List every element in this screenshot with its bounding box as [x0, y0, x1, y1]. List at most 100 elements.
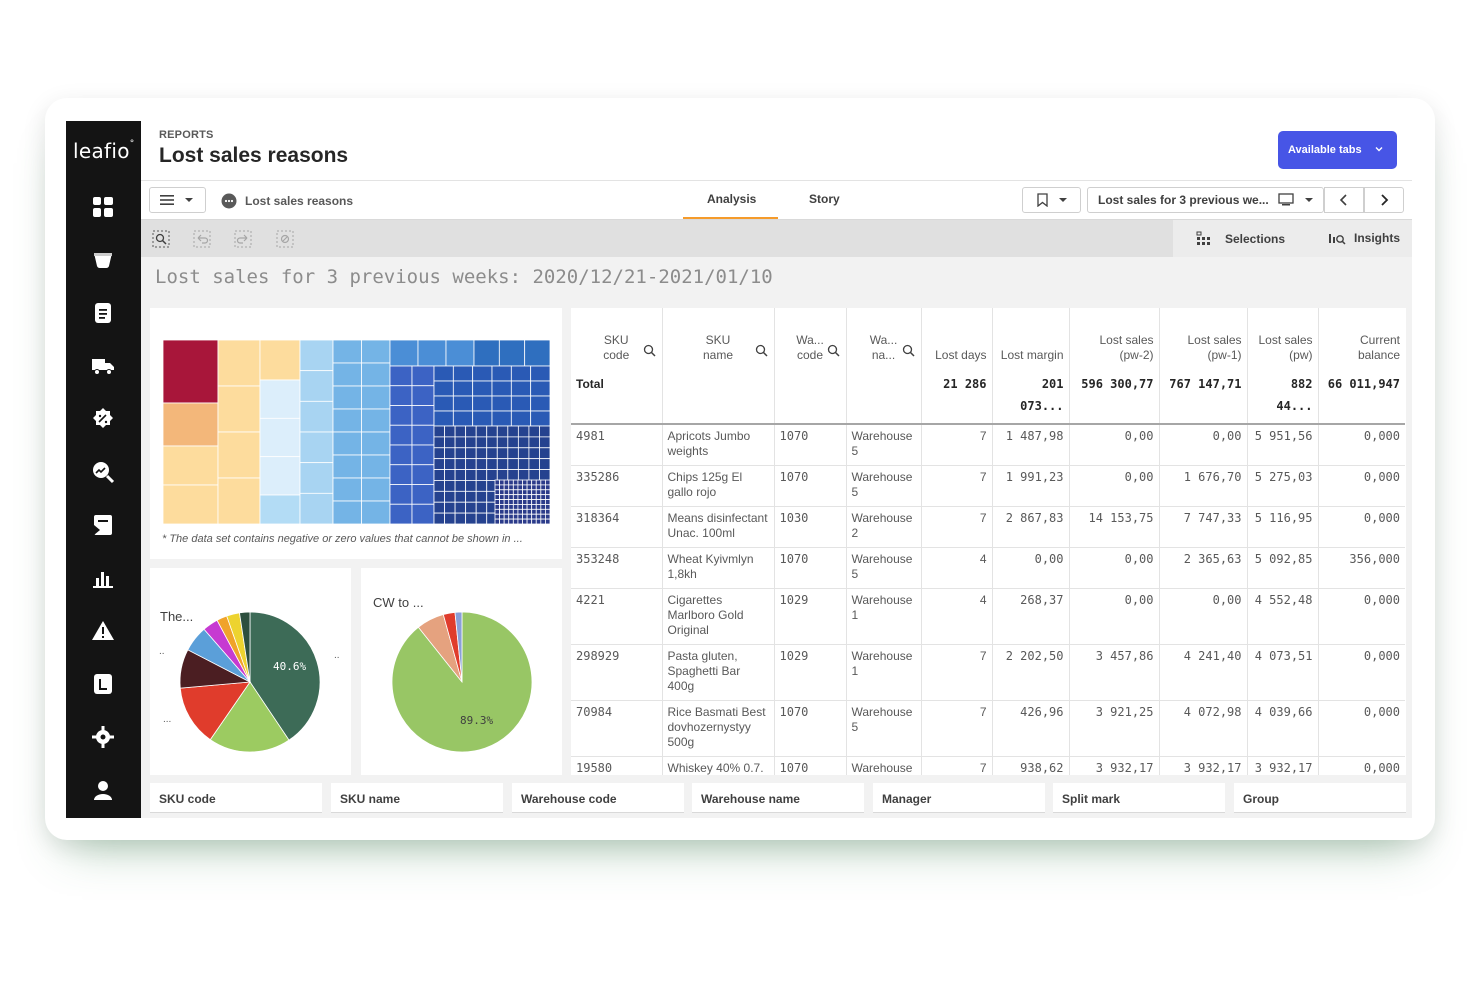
treemap-tile[interactable] — [545, 484, 550, 491]
treemap-tile[interactable] — [411, 424, 435, 446]
treemap-tile[interactable] — [475, 490, 488, 503]
treemap-tile[interactable] — [545, 513, 550, 520]
table-cell[interactable]: 298929 — [571, 644, 663, 701]
treemap-tile[interactable] — [486, 458, 498, 470]
pie-slice[interactable] — [209, 681, 290, 753]
table-row[interactable]: 298929 Pasta gluten, Spaghetti Bar 400g 10… — [571, 644, 1405, 701]
treemap-tile[interactable] — [259, 417, 301, 458]
treemap-tile[interactable] — [417, 340, 447, 367]
tab-analysis[interactable]: Analysis — [707, 192, 757, 206]
treemap-tile[interactable] — [472, 380, 493, 397]
table-cell[interactable]: 1 487,98 — [992, 424, 1070, 466]
column-header[interactable]: Lost margin — [992, 308, 1070, 369]
table-row[interactable]: 4981 Apricots Jumbo weights 1070 Warehouse … — [571, 424, 1405, 466]
treemap-tile[interactable] — [259, 340, 301, 381]
bookmark-selector[interactable]: Lost sales for 3 previous we... — [1087, 187, 1324, 213]
treemap-tile[interactable] — [361, 340, 391, 364]
treemap-tile[interactable] — [496, 469, 509, 481]
treemap-tile[interactable] — [512, 499, 519, 505]
step-forward-icon[interactable] — [234, 230, 252, 248]
treemap-tile[interactable] — [491, 380, 512, 397]
treemap-tile[interactable] — [535, 499, 542, 505]
table-cell[interactable]: 1070 — [774, 756, 847, 775]
treemap-tile[interactable] — [494, 489, 500, 496]
treemap-tile[interactable] — [444, 501, 456, 514]
dashboard-icon[interactable] — [90, 194, 116, 220]
reports-icon[interactable] — [90, 512, 116, 538]
treemap-tile[interactable] — [411, 484, 435, 505]
treemap-tile[interactable] — [259, 379, 301, 419]
treemap-tile[interactable] — [475, 512, 488, 524]
calendar-document-icon[interactable] — [90, 671, 116, 697]
table-cell[interactable]: Cigarettes Marlboro Gold Original — [662, 588, 775, 645]
treemap-tile[interactable] — [539, 458, 550, 470]
treemap-tile[interactable] — [454, 512, 467, 524]
treemap-tile[interactable] — [512, 508, 519, 515]
treemap-tile[interactable] — [299, 492, 334, 524]
table-cell[interactable]: Apricots Jumbo weights — [662, 424, 775, 466]
table-cell[interactable]: 7 — [921, 700, 993, 757]
table-cell[interactable]: 0,00 — [1069, 547, 1160, 589]
filter-field[interactable]: SKU code — [150, 783, 322, 813]
treemap-tile[interactable] — [332, 408, 362, 433]
treemap-tile[interactable] — [163, 340, 219, 404]
treemap-tile[interactable] — [535, 479, 542, 486]
user-profile-icon[interactable] — [90, 777, 116, 803]
table-cell[interactable]: 4 — [921, 547, 993, 589]
treemap-tile[interactable] — [389, 340, 419, 367]
menu-button[interactable] — [149, 187, 206, 213]
treemap-tile[interactable] — [508, 518, 514, 524]
warning-icon[interactable] — [90, 618, 116, 644]
treemap-tile[interactable] — [332, 454, 362, 479]
pie-slice[interactable] — [249, 611, 321, 741]
treemap-tile[interactable] — [526, 479, 533, 486]
document-list-icon[interactable] — [90, 300, 116, 326]
table-cell[interactable]: 5 116,95 — [1247, 506, 1319, 548]
treemap-tile[interactable] — [507, 425, 519, 438]
treemap-tile[interactable] — [522, 484, 528, 491]
treemap-tile[interactable] — [332, 362, 362, 387]
pie-slice[interactable] — [454, 611, 463, 683]
treemap-tile[interactable] — [503, 518, 510, 524]
treemap-tile[interactable] — [545, 518, 550, 524]
treemap-tile[interactable] — [163, 445, 219, 486]
treemap-tile[interactable] — [526, 513, 533, 520]
treemap-tile[interactable] — [494, 508, 500, 515]
treemap-tile[interactable] — [503, 513, 510, 520]
treemap-tile[interactable] — [259, 494, 301, 524]
smart-search-icon[interactable] — [152, 230, 170, 248]
table-cell[interactable]: 7 — [921, 756, 993, 775]
treemap-tile[interactable] — [522, 494, 528, 500]
table-cell[interactable]: 335286 — [571, 465, 663, 507]
treemap-tile[interactable] — [512, 479, 519, 486]
treemap-tile[interactable] — [517, 489, 523, 496]
treemap-tile[interactable] — [545, 504, 550, 510]
table-cell[interactable]: 353248 — [571, 547, 663, 589]
treemap-tile[interactable] — [465, 512, 477, 524]
treemap-tile[interactable] — [433, 436, 445, 449]
treemap-tile[interactable] — [540, 518, 546, 524]
treemap-tile[interactable] — [540, 489, 546, 496]
sheet-selector[interactable]: Lost sales reasons — [221, 193, 353, 209]
treemap-tile[interactable] — [539, 447, 550, 460]
treemap-tile[interactable] — [531, 518, 537, 524]
discount-icon[interactable] — [90, 406, 116, 432]
table-cell[interactable]: 0,00 — [1159, 424, 1248, 466]
treemap-tile[interactable] — [522, 479, 528, 486]
table-cell[interactable]: 1030 — [774, 506, 847, 548]
treemap-tile[interactable] — [445, 340, 475, 367]
treemap-tile[interactable] — [299, 340, 334, 372]
treemap-tile[interactable] — [444, 512, 456, 524]
table-cell[interactable]: 3 921,25 — [1069, 700, 1160, 757]
table-cell[interactable]: 3 932,17 — [1159, 756, 1248, 775]
treemap-tile[interactable] — [522, 504, 528, 510]
treemap-tile[interactable] — [507, 469, 519, 481]
treemap-tile[interactable] — [540, 504, 546, 510]
table-cell[interactable]: 7 — [921, 506, 993, 548]
treemap-tile[interactable] — [531, 484, 537, 491]
treemap-tile[interactable] — [540, 479, 546, 486]
treemap-tile[interactable] — [528, 447, 540, 460]
treemap-tile[interactable] — [433, 365, 454, 382]
table-cell[interactable]: 4221 — [571, 588, 663, 645]
treemap-tile[interactable] — [361, 408, 391, 433]
